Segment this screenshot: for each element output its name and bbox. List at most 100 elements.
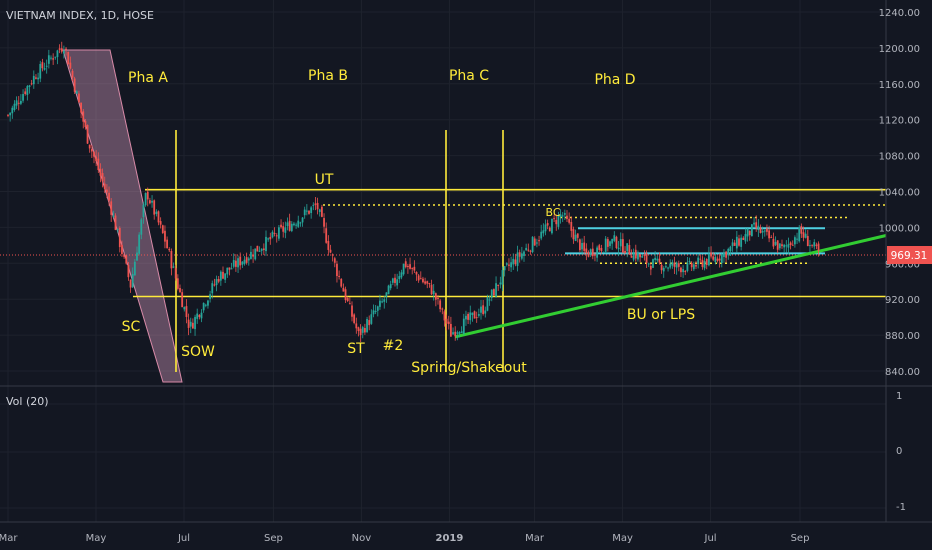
candle-body <box>523 251 525 256</box>
candle-body <box>604 238 607 252</box>
candle-body <box>374 311 377 313</box>
candle-body <box>82 111 85 122</box>
st-label: ST <box>347 341 365 357</box>
candle-body <box>189 321 192 327</box>
candle-body <box>278 227 280 239</box>
candle-body <box>353 314 356 323</box>
candle-body <box>245 257 248 263</box>
candle-body <box>794 237 796 245</box>
time-axis[interactable]: Mar May Jul Sep Nov 2019 Mar May Jul Sep <box>0 533 809 544</box>
candle-body <box>336 263 338 277</box>
candle-body <box>331 254 334 256</box>
candle-body <box>680 267 682 273</box>
candle-body <box>116 228 119 230</box>
candle-body <box>110 201 113 215</box>
candle-body <box>391 278 394 283</box>
candle-body <box>84 120 87 128</box>
candle-body <box>151 200 153 203</box>
candle-body <box>609 241 611 247</box>
candle-body <box>174 268 177 279</box>
candle-body <box>321 206 323 217</box>
price-axis[interactable]: 840.00 880.00 920.00 960.00 1000.00 1040.00 10… <box>879 8 920 378</box>
uptrend-line[interactable] <box>454 234 887 339</box>
volume-tick-label: 1 <box>896 391 902 402</box>
candle-body <box>566 215 568 220</box>
candle-body <box>108 192 110 201</box>
candle-body <box>501 270 504 285</box>
candle-body <box>576 233 579 238</box>
candle-body <box>570 221 573 231</box>
candle-body <box>669 263 672 268</box>
annotation-layer: Pha A Pha B Pha C Pha D UT SC SOW ST #2 Spring/Sh… <box>122 68 696 376</box>
candle-body <box>490 289 493 298</box>
candle-body <box>725 251 727 258</box>
candle-body <box>473 311 476 319</box>
candle-body <box>232 260 235 267</box>
candle-body <box>568 218 571 223</box>
candle-body <box>615 236 618 249</box>
candle-body <box>58 48 61 50</box>
candle-body <box>254 248 257 260</box>
candle-body <box>7 114 9 116</box>
candle-body <box>52 58 55 60</box>
symbol-title[interactable]: VIETNAM INDEX, 1D, HOSE <box>6 9 154 22</box>
candle-body <box>200 312 203 319</box>
candle-body <box>252 254 254 257</box>
phase-a-label: Pha A <box>128 70 168 86</box>
volume-axis[interactable]: 1 0 -1 <box>896 391 906 513</box>
candle-body <box>488 299 491 301</box>
descending-channel[interactable] <box>62 49 183 383</box>
candle-body <box>557 215 560 227</box>
candle-body <box>194 316 196 330</box>
candle-body <box>733 242 736 246</box>
candle-body <box>215 278 218 286</box>
candle-body <box>538 240 540 242</box>
candle-body <box>265 236 267 252</box>
candle-body <box>381 301 383 303</box>
candle-body <box>170 250 173 269</box>
candle-body <box>168 248 171 251</box>
candle-body <box>548 227 551 232</box>
candle-body <box>430 284 433 295</box>
candle-body <box>69 62 72 69</box>
candle-body <box>164 230 166 242</box>
candle-body <box>667 267 669 269</box>
candle-body <box>753 222 755 225</box>
volume-pane-title[interactable]: Vol (20) <box>6 395 49 408</box>
candle-body <box>675 262 678 268</box>
candle-body <box>639 254 641 258</box>
candle-body <box>458 332 461 334</box>
drawing-layer[interactable] <box>0 130 887 372</box>
candle-body <box>153 200 156 215</box>
candle-body <box>260 248 263 251</box>
price-tick-label: 1160.00 <box>879 80 920 91</box>
candle-body <box>67 52 70 65</box>
candle-body <box>155 211 158 215</box>
candle-body <box>677 263 680 267</box>
candle-body <box>585 248 588 254</box>
candle-body <box>699 258 702 260</box>
candle-body <box>361 327 364 333</box>
candle-body <box>787 244 790 248</box>
candle-body <box>217 279 220 282</box>
candle-body <box>370 314 373 324</box>
candle-body <box>346 298 349 302</box>
candle-body <box>192 322 194 329</box>
last-price-badge <box>887 246 932 264</box>
candle-body <box>637 252 639 260</box>
candle-body <box>237 258 239 268</box>
candle-body <box>748 230 751 236</box>
candle-body <box>204 304 207 306</box>
candle-body <box>729 246 732 252</box>
candle-body <box>690 263 693 268</box>
candle-body <box>727 248 730 256</box>
phase-b-label: Pha B <box>308 68 348 84</box>
candle-body <box>389 284 392 289</box>
candle-body <box>288 220 291 231</box>
candle-body <box>357 327 360 332</box>
price-tick-label: 840.00 <box>885 367 920 378</box>
candle-body <box>624 250 626 254</box>
candle-body <box>99 168 102 176</box>
candle-body <box>123 255 125 257</box>
